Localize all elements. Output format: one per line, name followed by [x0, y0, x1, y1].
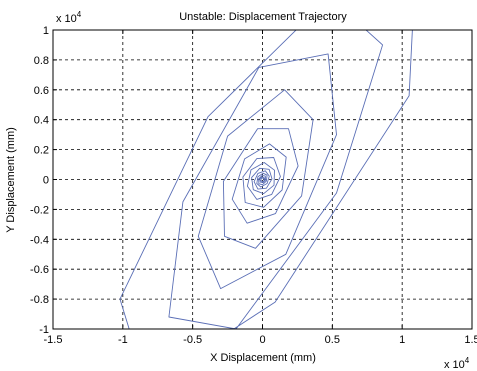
- y-tick-label: 0.2: [34, 145, 49, 157]
- y-tick-label: -0.8: [30, 294, 49, 306]
- x-exponent-base: x 10: [444, 359, 465, 371]
- x-tick-label: -1: [118, 334, 128, 346]
- series-layer: [119, 30, 413, 329]
- y-tick-label: 1: [43, 25, 49, 37]
- y-tick-label: -1: [39, 324, 49, 336]
- tick-marks: [52, 29, 473, 330]
- x-tick-label: 1.5: [464, 334, 477, 346]
- y-exponent-base: x 10: [56, 13, 77, 25]
- y-axis-label: Y Displacement (mm): [5, 127, 17, 233]
- y-exponent-label: x 104: [56, 10, 82, 25]
- x-tick-label: 0.5: [325, 334, 340, 346]
- y-exponent-power: 4: [77, 10, 82, 19]
- y-tick-label: -0.6: [30, 264, 49, 276]
- trajectory-line: [119, 30, 413, 329]
- y-tick-labels: -1 -0.8 -0.6 -0.4 -0.2 0 0.2 0.4 0.6 0.8 1: [30, 25, 49, 336]
- x-exponent-power: 4: [465, 356, 470, 365]
- y-tick-label: -0.4: [30, 234, 49, 246]
- y-tick-label: 0: [43, 175, 49, 187]
- x-tick-label: 1: [399, 334, 405, 346]
- y-tick-label: 0.6: [34, 85, 49, 97]
- x-exponent-label: x 104: [444, 356, 470, 371]
- x-axis-label: X Displacement (mm): [210, 352, 316, 364]
- x-tick-labels: -1.5 -1 -0.5 0 0.5 1 1.5: [44, 334, 477, 346]
- grid: [53, 30, 472, 329]
- y-tick-label: 0.4: [34, 115, 49, 127]
- x-tick-label: -0.5: [183, 334, 202, 346]
- y-tick-label: -0.2: [30, 204, 49, 216]
- y-tick-label: 0.8: [34, 55, 49, 67]
- x-tick-label: -1.5: [44, 334, 63, 346]
- chart-title: Unstable: Displacement Trajectory: [179, 11, 347, 23]
- x-tick-label: 0: [259, 334, 265, 346]
